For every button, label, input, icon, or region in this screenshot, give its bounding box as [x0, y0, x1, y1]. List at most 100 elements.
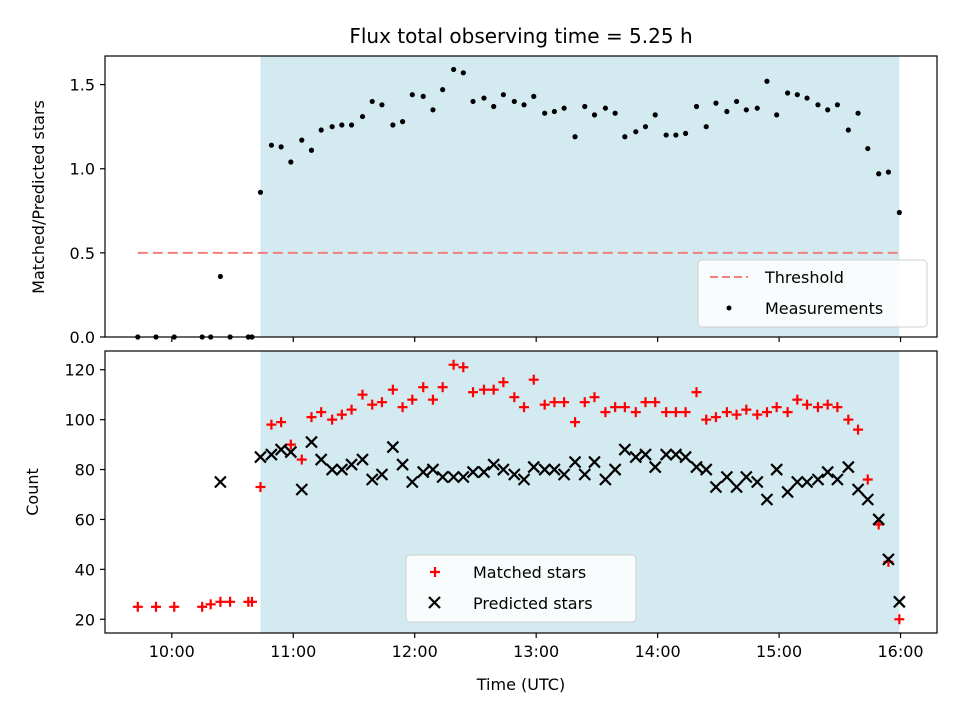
measurement-point [865, 145, 871, 152]
predicted-star-point [639, 448, 652, 461]
predicted-star-point [487, 458, 500, 471]
matched-star-point [600, 407, 611, 418]
measurement-point [329, 124, 335, 130]
measurement-point [896, 209, 902, 216]
matched-star-point [710, 412, 721, 423]
measurement-point [460, 70, 466, 76]
predicted-star-point [517, 473, 531, 486]
matched-star-point [822, 399, 833, 410]
y-tick-label: 80 [75, 461, 95, 480]
predicted-star-point [811, 473, 825, 486]
matched-star-point [640, 397, 651, 408]
measurement-point [682, 130, 689, 137]
matched-star-point [771, 402, 782, 413]
measurement-point [299, 137, 305, 143]
predicted-star-point [305, 435, 318, 449]
y-tick-label: 40 [75, 560, 95, 579]
predicted-star-point [831, 473, 844, 486]
matched-star-point [169, 601, 180, 612]
x-tick-label: 11:00 [270, 642, 316, 661]
matched-star-point [802, 399, 813, 410]
predicted-star-point [466, 465, 480, 479]
bottom-y-ticks: 20 40 60 80 100 120 [64, 361, 105, 629]
predicted-star-point [730, 480, 743, 494]
measurement-point [845, 127, 851, 133]
predicted-star-point [842, 460, 855, 474]
x-tick-label: 13:00 [513, 642, 559, 661]
measurement-point [359, 113, 366, 120]
measurement-point [774, 112, 780, 118]
measurement-point [642, 124, 649, 130]
matched-star-point [367, 399, 378, 410]
x-tick-label: 14:00 [635, 642, 681, 661]
predicted-star-point [325, 463, 339, 476]
matched-star-point [528, 374, 539, 385]
measurement-point [521, 102, 527, 108]
measurement-point [470, 98, 476, 105]
predicted-star-point [608, 463, 622, 476]
predicted-star-point [709, 480, 723, 494]
predicted-star-point [274, 443, 288, 456]
predicted-star-point [375, 468, 389, 481]
predicted-star-point [861, 493, 875, 506]
x-axis-label: Time (UTC) [476, 675, 565, 694]
measurement-point [582, 103, 588, 110]
predicted-star-point [720, 470, 734, 484]
bottom-legend-box [405, 554, 637, 623]
matched-star-point [873, 519, 884, 530]
predicted-star-point [781, 485, 794, 499]
matched-star-point [407, 394, 418, 405]
predicted-star-point [893, 595, 906, 609]
predicted-star-point [578, 468, 592, 481]
predicted-star-point [791, 475, 804, 489]
measurement-point [663, 132, 669, 138]
y-tick-label: 1.0 [70, 160, 95, 179]
measurement-point [673, 132, 679, 138]
predicted-star-point [426, 463, 440, 476]
measurement-point [885, 169, 892, 175]
matched-star-point [266, 419, 277, 430]
top-legend: Threshold Measurements [697, 259, 928, 328]
predicted-star-point [851, 483, 865, 496]
predicted-star-point [800, 475, 814, 489]
predicted-star-point [527, 460, 541, 474]
predicted-star-point [872, 513, 885, 526]
predicted-star-point [699, 463, 713, 476]
matched-star-point [812, 402, 823, 413]
top-y-ticks: 0.0 0.5 1.0 1.5 [70, 76, 105, 347]
legend-matched-label: Matched stars [473, 563, 586, 582]
matched-star-point [387, 384, 398, 395]
measurement-point [348, 122, 355, 128]
measurement-point [804, 95, 810, 101]
measurement-point [834, 102, 841, 108]
predicted-star-point [750, 475, 764, 489]
measurement-point [693, 103, 700, 110]
measurement-point [561, 105, 567, 111]
measurement-point [500, 92, 506, 98]
matched-star-point [458, 362, 469, 373]
matched-star-point [832, 402, 843, 413]
top-x-ticks [171, 337, 902, 342]
matched-star-point [336, 409, 347, 420]
matched-star-point [132, 601, 143, 612]
matched-star-point [680, 407, 691, 418]
matched-star-point [478, 384, 489, 395]
x-tick-label: 10:00 [149, 642, 195, 661]
measurement-point [855, 110, 861, 116]
matched-star-point [610, 402, 621, 413]
matched-star-point [427, 394, 438, 405]
matched-star-point [357, 389, 368, 400]
measurement-point [602, 105, 609, 111]
measurement-point [399, 119, 406, 125]
legend-matched-swatch [430, 567, 440, 577]
measurement-point [652, 112, 658, 118]
top-legend-box [697, 259, 928, 328]
predicted-star-point [416, 465, 430, 479]
measurement-point [430, 107, 436, 113]
measurement-point [268, 142, 274, 148]
matched-star-point [752, 409, 763, 420]
x-tick-label: 16:00 [878, 642, 924, 661]
measurement-point [612, 110, 618, 116]
measurement-point [308, 147, 315, 153]
